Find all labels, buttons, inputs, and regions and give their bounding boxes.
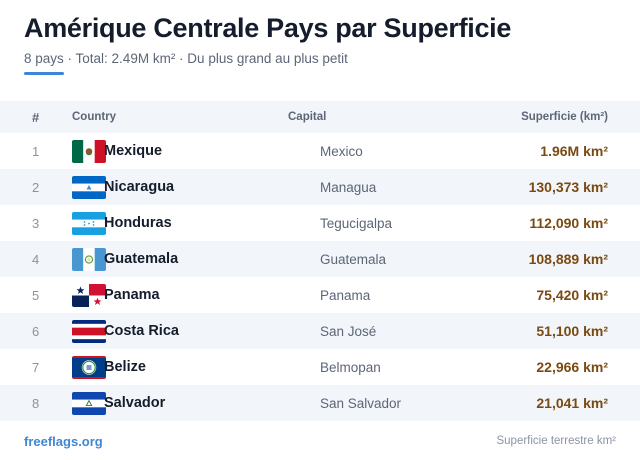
rank-cell: 2 <box>32 179 40 195</box>
capital-name: San Salvador <box>320 395 402 411</box>
table-row[interactable]: 4 Guatemala Guatemala 108,889 km² <box>0 241 640 277</box>
area-value: 112,090 km² <box>529 215 608 231</box>
rank-cell: 8 <box>32 395 40 411</box>
rank-cell: 1 <box>32 143 40 159</box>
rank-cell: 4 <box>32 251 40 267</box>
footer-note: Superficie terrestre km² <box>496 435 616 447</box>
capital-name: Belmopan <box>320 359 381 375</box>
country-name: Honduras <box>104 215 172 231</box>
area-value: 130,373 km² <box>528 179 608 195</box>
table-row[interactable]: 2 Nicaragua Managua 130,373 km² <box>0 169 640 205</box>
country-name: Nicaragua <box>104 179 175 195</box>
column-header-capital[interactable]: Capital <box>288 111 327 123</box>
area-value: 22,966 km² <box>536 359 608 375</box>
belize-flag-icon <box>72 355 106 379</box>
country-name: Panama <box>104 287 160 303</box>
mexico-flag-icon <box>72 139 106 163</box>
page-subtitle: 8 pays · Total: 2.49M km² · Du plus gran… <box>24 51 348 66</box>
guatemala-flag-icon <box>72 247 106 271</box>
table-row[interactable]: 7 Belize Belmopan 22,966 km² <box>0 349 640 385</box>
rank-cell: 5 <box>32 287 40 303</box>
rank-cell: 7 <box>32 359 40 375</box>
countries-table: # Country Capital Superficie (km²) 1 Mex… <box>0 101 640 421</box>
area-value: 21,041 km² <box>536 395 608 411</box>
table-row[interactable]: 1 Mexique Mexico 1.96M km² <box>0 133 640 169</box>
costa-rica-flag-icon <box>72 319 106 343</box>
capital-name: Tegucigalpa <box>320 215 393 231</box>
country-name: Salvador <box>104 395 166 411</box>
area-value: 51,100 km² <box>536 323 608 339</box>
country-name: Belize <box>104 359 146 375</box>
country-name: Guatemala <box>104 251 179 267</box>
capital-name: Managua <box>320 179 377 195</box>
capital-name: Guatemala <box>320 251 387 267</box>
area-value: 108,889 km² <box>528 251 608 267</box>
capital-name: Panama <box>320 287 371 303</box>
capital-name: Mexico <box>320 143 363 159</box>
country-name: Mexique <box>104 143 163 159</box>
honduras-flag-icon <box>72 211 106 235</box>
table-header: # Country Capital Superficie (km²) <box>0 101 640 133</box>
area-value: 75,420 km² <box>536 287 608 303</box>
nicaragua-flag-icon <box>72 175 106 199</box>
table-row[interactable]: 8 Salvador San Salvador 21,041 km² <box>0 385 640 421</box>
panama-flag-icon <box>72 283 106 307</box>
capital-name: San José <box>320 323 377 339</box>
table-row[interactable]: 5 Panama Panama 75,420 km² <box>0 277 640 313</box>
source-link[interactable]: freeflags.org <box>24 434 103 449</box>
column-header-rank[interactable]: # <box>32 109 40 125</box>
country-name: Costa Rica <box>104 323 179 339</box>
page-header: Amérique Centrale Pays par Superficie 8 … <box>24 12 616 68</box>
area-value: 1.96M km² <box>540 143 608 159</box>
el-salvador-flag-icon <box>72 391 106 415</box>
title-accent-bar <box>24 72 64 75</box>
column-header-country[interactable]: Country <box>72 111 117 123</box>
table-row[interactable]: 6 Costa Rica San José 51,100 km² <box>0 313 640 349</box>
column-header-area[interactable]: Superficie (km²) <box>521 111 608 123</box>
table-row[interactable]: 3 Honduras Tegucigalpa 112,090 km² <box>0 205 640 241</box>
page-title: Amérique Centrale Pays par Superficie <box>24 13 512 43</box>
rank-cell: 3 <box>32 215 40 231</box>
rank-cell: 6 <box>32 323 40 339</box>
